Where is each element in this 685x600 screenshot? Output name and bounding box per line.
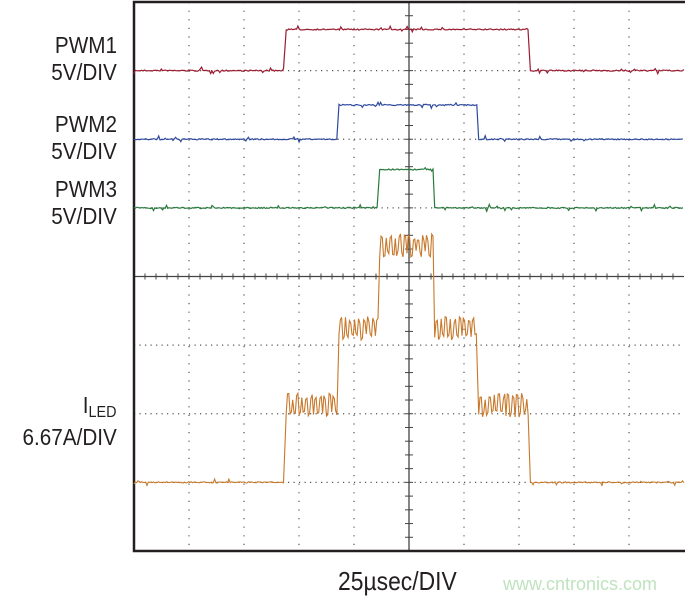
trace-pwm1 (133, 24, 685, 76)
iled-label-sub: LED (88, 404, 117, 421)
pwm2-scale: 5V/DIV (51, 138, 117, 164)
trace-iled (133, 232, 685, 487)
iled-label: ILED (83, 392, 117, 426)
watermark: www.cntronics.com (503, 574, 658, 594)
trace-pwm3 (133, 166, 684, 213)
plot-frame (132, 0, 685, 553)
x-axis-label: 25µsec/DIV (338, 566, 457, 596)
pwm1-scale: 5V/DIV (51, 59, 117, 85)
pwm1-label: PWM1 (54, 32, 117, 58)
pwm2-label: PWM2 (54, 111, 117, 137)
pwm3-label: PWM3 (54, 176, 117, 202)
iled-label-main: I (83, 392, 89, 418)
iled-scale: 6.67A/DIV (22, 424, 117, 450)
trace-pwm2 (133, 100, 683, 144)
pwm3-scale: 5V/DIV (51, 203, 117, 229)
